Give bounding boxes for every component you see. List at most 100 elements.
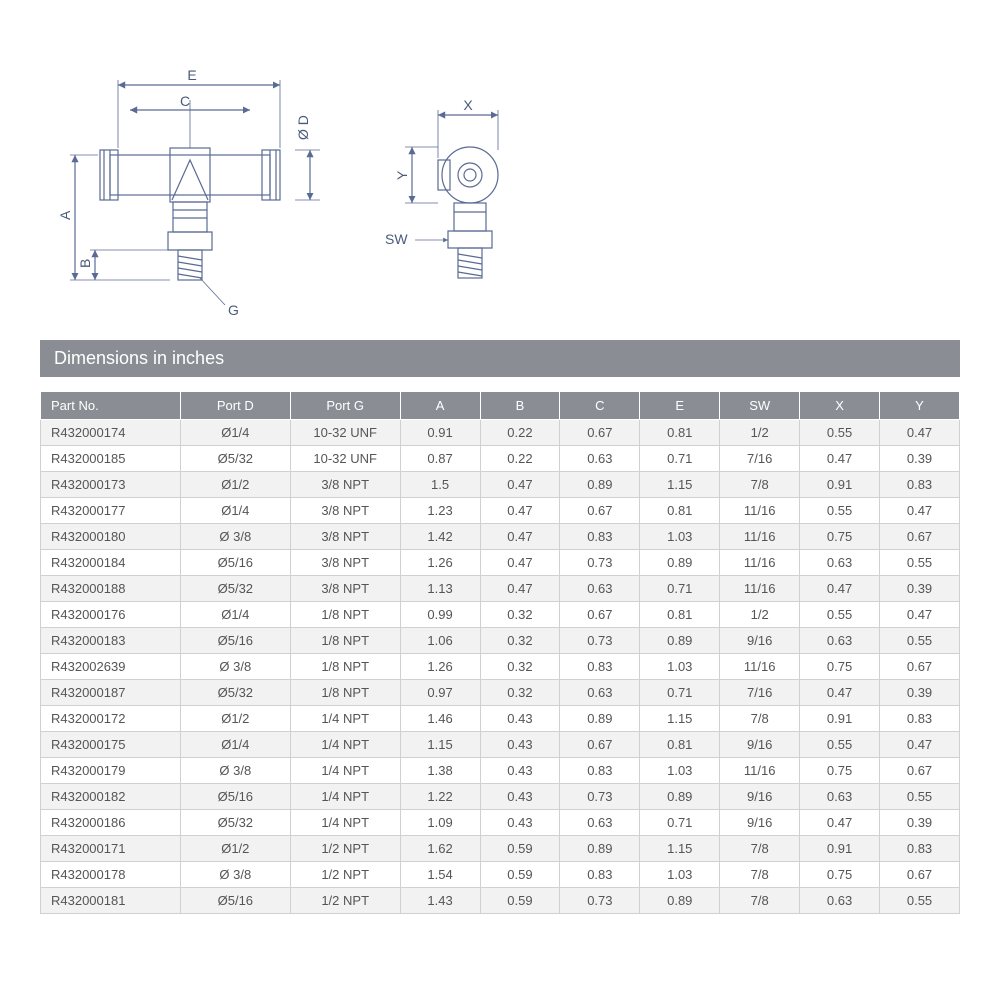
table-cell: 11/16 <box>720 498 800 524</box>
table-cell: 9/16 <box>720 732 800 758</box>
table-cell: 0.67 <box>880 758 960 784</box>
table-cell: R432000178 <box>41 862 181 888</box>
table-cell: Ø5/32 <box>180 680 290 706</box>
table-cell: 1/2 NPT <box>290 888 400 914</box>
table-cell: 1.46 <box>400 706 480 732</box>
table-cell: 0.67 <box>880 524 960 550</box>
table-cell: 0.63 <box>560 680 640 706</box>
table-cell: 0.47 <box>880 420 960 446</box>
table-cell: R432000174 <box>41 420 181 446</box>
table-cell: 0.55 <box>880 628 960 654</box>
table-cell: 0.59 <box>480 862 560 888</box>
table-cell: 7/8 <box>720 862 800 888</box>
table-cell: 1/4 NPT <box>290 758 400 784</box>
table-row: R432000174Ø1/410-32 UNF0.910.220.670.811… <box>41 420 960 446</box>
table-cell: Ø1/4 <box>180 602 290 628</box>
table-cell: 1/8 NPT <box>290 602 400 628</box>
table-cell: 9/16 <box>720 628 800 654</box>
table-cell: 3/8 NPT <box>290 576 400 602</box>
table-cell: 7/8 <box>720 472 800 498</box>
table-cell: Ø1/4 <box>180 420 290 446</box>
table-cell: 1.26 <box>400 550 480 576</box>
table-row: R432000186Ø5/321/4 NPT1.090.430.630.719/… <box>41 810 960 836</box>
table-cell: 0.91 <box>800 706 880 732</box>
table-cell: 0.55 <box>800 420 880 446</box>
table-cell: 0.91 <box>400 420 480 446</box>
table-row: R432000183Ø5/161/8 NPT1.060.320.730.899/… <box>41 628 960 654</box>
dim-label-a: A <box>57 210 73 220</box>
table-cell: 0.81 <box>640 732 720 758</box>
table-cell: Ø1/4 <box>180 498 290 524</box>
table-cell: 7/8 <box>720 706 800 732</box>
table-cell: 0.83 <box>560 654 640 680</box>
dim-label-sw: SW <box>385 231 408 247</box>
table-row: R432000179Ø 3/81/4 NPT1.380.430.831.0311… <box>41 758 960 784</box>
table-cell: Ø5/16 <box>180 550 290 576</box>
table-cell: 1.06 <box>400 628 480 654</box>
table-cell: Ø5/32 <box>180 576 290 602</box>
table-row: R432000178Ø 3/81/2 NPT1.540.590.831.037/… <box>41 862 960 888</box>
column-header: SW <box>720 392 800 420</box>
table-cell: 0.89 <box>560 836 640 862</box>
table-cell: R432000171 <box>41 836 181 862</box>
table-cell: 0.47 <box>480 498 560 524</box>
table-row: R432000181Ø5/161/2 NPT1.430.590.730.897/… <box>41 888 960 914</box>
table-cell: 3/8 NPT <box>290 472 400 498</box>
table-cell: 0.67 <box>880 654 960 680</box>
table-cell: R432000181 <box>41 888 181 914</box>
table-cell: 0.63 <box>560 446 640 472</box>
table-cell: 0.89 <box>560 706 640 732</box>
table-cell: 0.75 <box>800 758 880 784</box>
table-cell: 0.47 <box>800 576 880 602</box>
table-cell: 1.03 <box>640 862 720 888</box>
table-cell: 0.39 <box>880 576 960 602</box>
table-cell: 7/16 <box>720 446 800 472</box>
table-cell: 0.59 <box>480 888 560 914</box>
table-cell: 9/16 <box>720 784 800 810</box>
table-cell: 3/8 NPT <box>290 498 400 524</box>
table-cell: 0.89 <box>640 628 720 654</box>
table-row: R432000177Ø1/43/8 NPT1.230.470.670.8111/… <box>41 498 960 524</box>
table-cell: 0.83 <box>560 862 640 888</box>
table-cell: 0.99 <box>400 602 480 628</box>
table-cell: 3/8 NPT <box>290 550 400 576</box>
table-cell: 0.47 <box>480 576 560 602</box>
table-cell: Ø 3/8 <box>180 524 290 550</box>
table-cell: 0.67 <box>880 862 960 888</box>
table-cell: 1/2 <box>720 602 800 628</box>
table-cell: Ø1/2 <box>180 706 290 732</box>
table-cell: 7/8 <box>720 888 800 914</box>
table-cell: 0.43 <box>480 784 560 810</box>
table-row: R432000172Ø1/21/4 NPT1.460.430.891.157/8… <box>41 706 960 732</box>
table-cell: 0.32 <box>480 654 560 680</box>
table-cell: 0.63 <box>800 784 880 810</box>
column-header: C <box>560 392 640 420</box>
table-cell: 1.13 <box>400 576 480 602</box>
table-cell: 0.47 <box>800 446 880 472</box>
table-cell: 1.62 <box>400 836 480 862</box>
table-cell: 0.47 <box>800 810 880 836</box>
section-title: Dimensions in inches <box>40 340 960 377</box>
table-cell: R432000179 <box>41 758 181 784</box>
table-cell: 1/2 <box>720 420 800 446</box>
table-cell: Ø1/2 <box>180 836 290 862</box>
table-cell: R432000185 <box>41 446 181 472</box>
table-cell: 0.32 <box>480 628 560 654</box>
table-cell: 0.71 <box>640 810 720 836</box>
table-cell: 1.22 <box>400 784 480 810</box>
column-header: Y <box>880 392 960 420</box>
table-cell: 0.71 <box>640 446 720 472</box>
table-cell: 11/16 <box>720 654 800 680</box>
column-header: E <box>640 392 720 420</box>
table-cell: 10-32 UNF <box>290 446 400 472</box>
column-header: A <box>400 392 480 420</box>
table-cell: 0.47 <box>880 602 960 628</box>
table-cell: 0.83 <box>880 472 960 498</box>
table-cell: 0.39 <box>880 680 960 706</box>
table-row: R432000173Ø1/23/8 NPT1.50.470.891.157/80… <box>41 472 960 498</box>
table-cell: 0.83 <box>880 836 960 862</box>
table-cell: Ø1/4 <box>180 732 290 758</box>
column-header: B <box>480 392 560 420</box>
table-cell: 0.73 <box>560 628 640 654</box>
table-cell: Ø5/32 <box>180 810 290 836</box>
